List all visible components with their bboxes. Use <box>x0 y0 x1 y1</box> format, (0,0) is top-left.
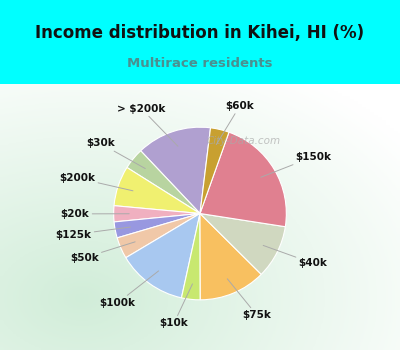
Text: $30k: $30k <box>86 138 145 169</box>
Text: $20k: $20k <box>61 209 129 219</box>
Text: $60k: $60k <box>216 101 254 145</box>
Wedge shape <box>200 214 261 300</box>
Wedge shape <box>200 132 286 227</box>
Wedge shape <box>114 206 200 222</box>
Text: $50k: $50k <box>70 242 135 263</box>
Wedge shape <box>114 168 200 214</box>
Text: $125k: $125k <box>56 227 130 240</box>
Text: Income distribution in Kihei, HI (%): Income distribution in Kihei, HI (%) <box>36 24 364 42</box>
Wedge shape <box>127 151 200 214</box>
Wedge shape <box>200 214 285 274</box>
Wedge shape <box>141 127 210 214</box>
Text: Multirace residents: Multirace residents <box>127 57 273 70</box>
Wedge shape <box>117 214 200 258</box>
Wedge shape <box>114 214 200 238</box>
Text: > $200k: > $200k <box>117 104 178 146</box>
Wedge shape <box>182 214 200 300</box>
Text: $10k: $10k <box>160 284 192 328</box>
Wedge shape <box>200 128 229 214</box>
Text: $40k: $40k <box>263 245 328 268</box>
Wedge shape <box>126 214 200 298</box>
Text: $200k: $200k <box>59 173 133 191</box>
Text: $100k: $100k <box>99 271 158 308</box>
Text: City-Data.com: City-Data.com <box>207 136 281 146</box>
Text: $150k: $150k <box>261 152 331 177</box>
Text: $75k: $75k <box>227 279 272 321</box>
